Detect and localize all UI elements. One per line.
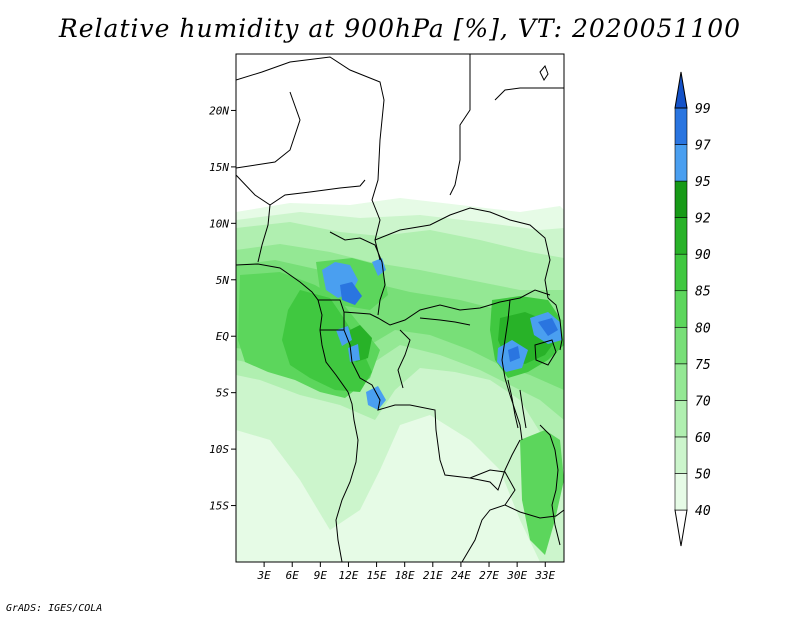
colorbar-bin (674, 253, 688, 292)
humidity-shading (236, 198, 564, 562)
lon-tick-label: 9E (314, 569, 328, 582)
map-title: Relative humidity at 900hPa [%], VT: 202… (58, 14, 742, 43)
colorbar-bin (674, 400, 688, 438)
map-frame (235, 53, 565, 563)
latitude-axis: 20N 15N 10N 5N EQ 5S 10S 15S (209, 104, 236, 513)
colorbar-level-label: 95 (695, 175, 711, 190)
lat-tick-label: EQ (216, 330, 230, 343)
map-boundaries (236, 54, 564, 562)
colorbar-bin (674, 363, 688, 401)
lat-tick-label: 10N (209, 217, 229, 230)
colorbar-level-label: 97 (695, 139, 711, 154)
colorbar-bin (674, 436, 688, 474)
colorbar-bin (674, 144, 688, 182)
lon-tick-label: 24E (451, 569, 471, 582)
colorbar-level-label: 60 (695, 431, 711, 446)
lon-tick-label: 21E (423, 569, 443, 582)
lat-tick-label: 5N (216, 274, 230, 287)
lon-tick-label: 18E (395, 569, 415, 582)
colorbar-level-label: 85 (695, 285, 711, 300)
colorbar: 40 50 60 70 75 80 85 90 92 95 97 99 (674, 71, 711, 547)
lat-tick-label: 5S (216, 387, 230, 400)
lon-tick-label: 6E (286, 569, 300, 582)
colorbar-level-label: 90 (695, 248, 711, 263)
longitude-axis: 3E 6E 9E 12E 15E 18E 21E 24E 27E 30E 33E (256, 562, 556, 582)
colorbar-bin (674, 326, 688, 365)
colorbar-min-triangle (674, 509, 688, 547)
colorbar-level-label: 70 (695, 394, 711, 409)
colorbar-level-label: 80 (695, 321, 711, 336)
colorbar-max-triangle (674, 71, 688, 109)
lat-tick-label: 10S (209, 443, 229, 456)
map-area (236, 54, 564, 562)
colorbar-level-label: 99 (695, 102, 711, 117)
colorbar-bin (674, 217, 688, 255)
colorbar-bin (674, 473, 688, 511)
colorbar-bin (674, 107, 688, 145)
lon-tick-label: 30E (506, 569, 527, 582)
lon-tick-label: 15E (367, 569, 387, 582)
grads-credit: GrADS: IGES/COLA (6, 603, 103, 614)
lon-tick-label: 33E (534, 569, 555, 582)
lon-tick-label: 3E (256, 569, 271, 582)
lon-tick-label: 12E (339, 569, 359, 582)
colorbar-level-label: 40 (695, 504, 711, 519)
colorbar-bin (674, 290, 688, 328)
lat-tick-label: 15N (209, 161, 229, 174)
lon-tick-label: 27E (479, 569, 499, 582)
colorbar-level-label: 92 (695, 212, 711, 227)
colorbar-bin (674, 180, 688, 218)
lat-tick-label: 20N (209, 104, 229, 117)
colorbar-level-label: 50 (695, 467, 711, 482)
lat-tick-label: 15S (209, 500, 229, 513)
colorbar-level-label: 75 (695, 358, 711, 373)
